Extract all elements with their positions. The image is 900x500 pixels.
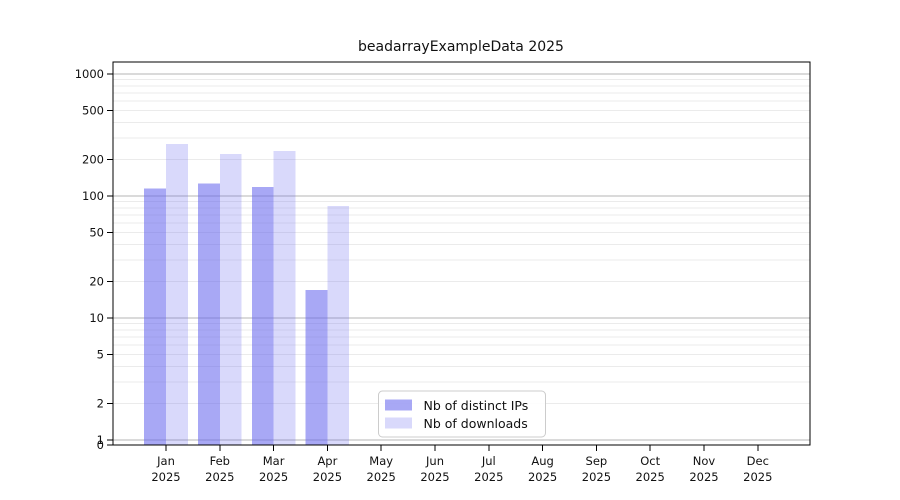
y-tick-label: 5 [97, 348, 104, 362]
x-tick-label-month: Mar [263, 454, 285, 468]
y-tick-label: 2 [97, 396, 104, 410]
x-tick-label-month: Jun [425, 454, 444, 468]
x-tick-label-month: Jul [481, 454, 496, 468]
x-tick-label-year: 2025 [205, 470, 234, 484]
x-tick-label-year: 2025 [636, 470, 665, 484]
x-tick-label-year: 2025 [743, 470, 772, 484]
bar-downloads [327, 205, 350, 445]
x-tick-label-year: 2025 [689, 470, 718, 484]
x-tick-label-month: Aug [531, 454, 553, 468]
x-tick-label-month: Feb [210, 454, 230, 468]
bar-downloads [273, 150, 296, 445]
legend-box [378, 390, 546, 438]
y-tick-label: 20 [89, 274, 104, 288]
x-tick-label-year: 2025 [420, 470, 449, 484]
x-tick-label-year: 2025 [582, 470, 611, 484]
x-tick-label-month: Oct [640, 454, 660, 468]
x-tick-label-month: May [369, 454, 393, 468]
legend-swatch [385, 399, 412, 411]
y-tick-label: 50 [89, 226, 104, 240]
x-tick-label-month: Apr [317, 454, 337, 468]
y-tick-label: 200 [82, 152, 104, 166]
legend-swatch [385, 417, 412, 429]
chart-title: beadarrayExampleData 2025 [358, 39, 564, 55]
x-tick-label-month: Sep [586, 454, 608, 468]
y-tick-label: 100 [82, 189, 104, 203]
bar-downloads [219, 153, 242, 446]
x-tick-label-year: 2025 [259, 470, 288, 484]
x-tick-label-year: 2025 [474, 470, 503, 484]
bar-downloads [166, 143, 188, 445]
y-tick-label: 0 [97, 438, 104, 452]
y-tick-label: 1 [97, 433, 104, 447]
legend-label: Nb of distinct IPs [424, 398, 529, 413]
y-tick-label: 1000 [75, 67, 104, 81]
plot-border [112, 61, 811, 446]
x-tick-label-year: 2025 [151, 470, 180, 484]
x-tick-label-month: Dec [747, 454, 769, 468]
x-tick-label-year: 2025 [367, 470, 396, 484]
bar-distinct-ips [305, 289, 328, 445]
bar-distinct-ips [198, 183, 220, 446]
x-tick-label-month: Nov [693, 454, 716, 468]
y-tick-label: 10 [89, 311, 104, 325]
y-tick-label: 500 [82, 104, 104, 118]
legend-label: Nb of downloads [424, 416, 528, 431]
x-tick-label-month: Jan [156, 454, 175, 468]
x-tick-label-year: 2025 [313, 470, 342, 484]
x-tick-label-year: 2025 [528, 470, 557, 484]
bar-distinct-ips [144, 188, 166, 446]
bar-distinct-ips [251, 186, 274, 445]
